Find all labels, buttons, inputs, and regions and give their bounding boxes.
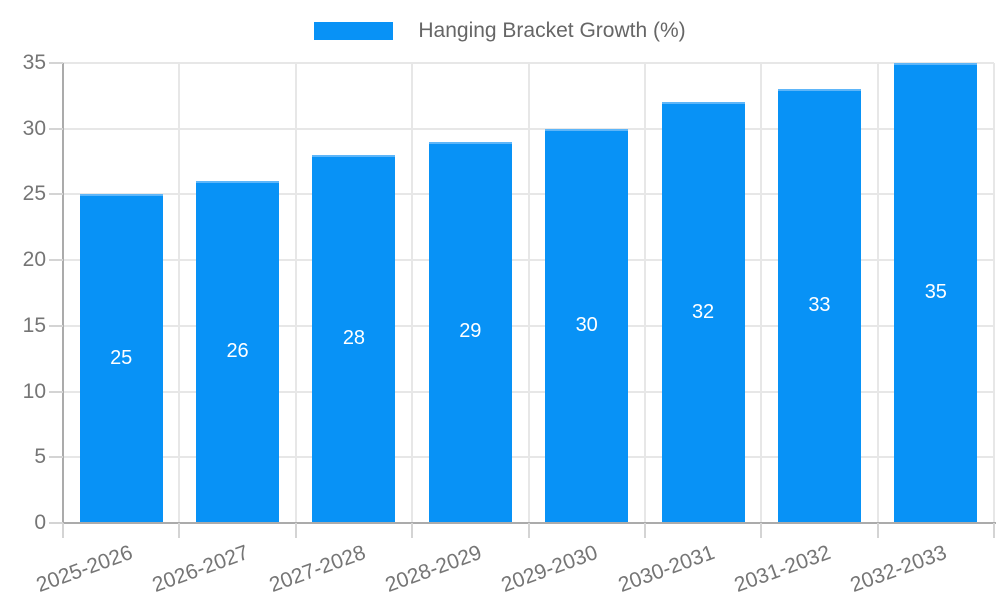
y-tick-label: 25 xyxy=(22,182,46,206)
x-tick-mark xyxy=(178,523,181,538)
legend[interactable]: Hanging Bracket Growth (%) xyxy=(0,17,1000,45)
x-tick-mark xyxy=(760,523,763,538)
y-tick-label: 5 xyxy=(34,445,46,469)
x-tick-label: 2027-2028 xyxy=(265,540,369,597)
y-tick-label: 20 xyxy=(22,248,46,272)
x-tick-label: 2029-2030 xyxy=(498,540,601,597)
y-tick-mark xyxy=(49,390,63,393)
x-tick-mark xyxy=(993,523,995,538)
bar[interactable] xyxy=(777,89,861,523)
bar[interactable] xyxy=(545,128,629,523)
x-tick-mark xyxy=(527,523,530,538)
grid-line-vertical xyxy=(411,63,414,523)
y-tick-label: 30 xyxy=(22,116,46,140)
bar[interactable] xyxy=(894,63,978,523)
x-tick-label: 2032-2033 xyxy=(847,540,951,597)
y-tick-label: 10 xyxy=(22,379,46,403)
y-tick-mark xyxy=(49,522,63,524)
legend-swatch xyxy=(314,22,394,40)
grid-line-vertical xyxy=(643,63,646,523)
grid-line-vertical xyxy=(876,63,879,523)
grid-line-vertical xyxy=(993,63,995,523)
bar[interactable] xyxy=(196,181,280,523)
plot-area: 25 26 28 29 30 32 33 35 xyxy=(63,62,995,523)
y-tick-mark xyxy=(49,193,63,196)
x-tick-mark xyxy=(643,523,646,538)
y-tick-mark xyxy=(49,324,63,327)
x-tick-label: 2026-2027 xyxy=(149,540,252,597)
y-tick-mark xyxy=(49,259,63,262)
x-tick-mark xyxy=(294,523,297,538)
y-tick-label: 0 xyxy=(34,511,46,534)
bar[interactable] xyxy=(428,141,512,523)
y-tick-mark xyxy=(49,62,63,64)
x-tick-mark xyxy=(62,523,64,538)
grid-line-vertical xyxy=(527,63,530,523)
y-tick-label: 15 xyxy=(22,313,46,337)
y-axis-line xyxy=(62,63,64,524)
x-tick-label: 2028-2029 xyxy=(382,540,485,597)
grid-line-vertical xyxy=(760,63,763,523)
x-tick-mark xyxy=(876,523,879,538)
legend-label: Hanging Bracket Growth (%) xyxy=(418,19,686,42)
y-tick-mark xyxy=(49,456,63,459)
grid-line-vertical xyxy=(178,63,181,523)
x-tick-label: 2031-2032 xyxy=(731,540,834,597)
bar[interactable] xyxy=(79,194,163,523)
y-tick-label: 35 xyxy=(22,51,46,74)
x-tick-label: 2025-2026 xyxy=(33,540,136,597)
x-tick-label: 2030-2031 xyxy=(615,540,718,597)
grid-line-vertical xyxy=(294,63,297,523)
bar[interactable] xyxy=(312,155,396,523)
x-tick-mark xyxy=(411,523,414,538)
bar[interactable] xyxy=(661,102,745,523)
y-tick-mark xyxy=(49,127,63,130)
